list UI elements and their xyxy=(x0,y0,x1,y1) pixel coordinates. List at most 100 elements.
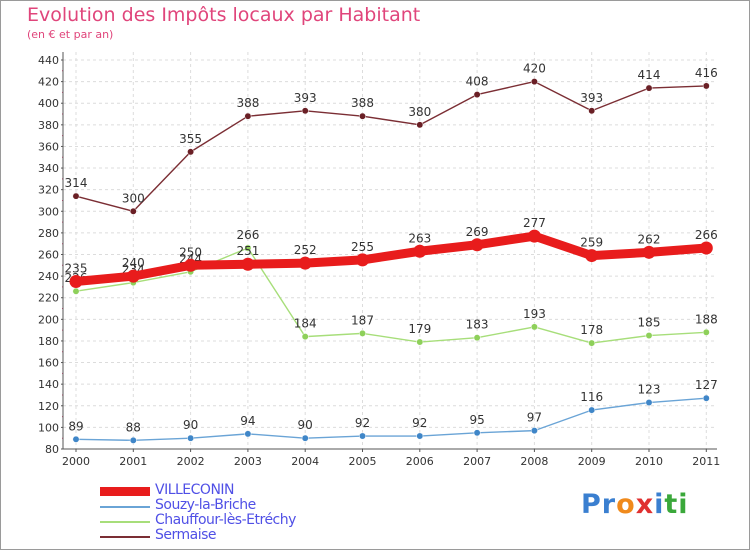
data-point xyxy=(126,269,140,283)
data-point xyxy=(69,275,83,289)
data-point xyxy=(416,432,424,440)
data-label: 416 xyxy=(695,66,718,80)
data-label: 380 xyxy=(408,105,431,119)
x-tick-label: 2003 xyxy=(234,455,262,468)
data-label: 355 xyxy=(179,132,202,146)
legend-swatch xyxy=(100,536,150,538)
data-label: 262 xyxy=(638,232,661,246)
series-villeconin: 235 240 250 251 252 255 263 269 277 259 262 266 xyxy=(65,216,718,289)
data-point xyxy=(645,332,653,339)
chart-subtitle: (en € et par an) xyxy=(27,28,114,41)
data-label: 408 xyxy=(466,75,489,89)
data-point xyxy=(585,249,599,263)
y-tick-label: 400 xyxy=(38,97,59,110)
legend-label: VILLECONIN xyxy=(155,482,235,498)
data-point xyxy=(702,82,710,90)
data-label: 127 xyxy=(695,378,718,392)
data-point xyxy=(527,229,541,243)
logo-letter: i xyxy=(654,489,665,520)
data-label: 89 xyxy=(68,419,83,433)
series-line-chauffour-l-s-etr-chy xyxy=(75,247,707,344)
logo-letter: x xyxy=(635,489,655,520)
data-label: 388 xyxy=(351,96,374,110)
y-tick-label: 260 xyxy=(38,249,59,262)
y-tick-label: 120 xyxy=(38,400,59,413)
data-point xyxy=(72,287,80,295)
series-line-villeconin xyxy=(71,231,711,287)
data-point xyxy=(702,328,710,336)
data-point xyxy=(244,430,252,438)
series-line-sermaise xyxy=(75,80,707,212)
series-souzy-la-briche: 89 88 90 94 90 92 92 95 97 116 123 127 xyxy=(68,378,718,444)
legend-swatch xyxy=(100,506,150,508)
data-point xyxy=(359,432,366,440)
y-tick-label: 280 xyxy=(38,227,59,240)
data-label: 179 xyxy=(408,322,431,336)
legend-label: Chauffour-lès-Etréchy xyxy=(155,512,296,528)
data-point xyxy=(244,244,252,252)
data-label: 88 xyxy=(126,420,141,434)
y-tick-label: 160 xyxy=(38,357,59,370)
data-label: 266 xyxy=(695,228,718,242)
legend-item: Sermaise xyxy=(100,527,360,544)
data-label: 90 xyxy=(183,418,198,432)
y-tick-label: 100 xyxy=(38,421,59,434)
data-point xyxy=(473,91,481,99)
data-label: 414 xyxy=(638,68,661,82)
x-tick-label: 2008 xyxy=(520,455,548,468)
x-tick-label: 2009 xyxy=(578,455,606,468)
x-tick-label: 2001 xyxy=(119,455,147,468)
y-tick-label: 320 xyxy=(38,184,59,197)
data-point xyxy=(530,427,538,435)
data-label: 266 xyxy=(236,228,259,242)
data-label: 92 xyxy=(355,416,370,430)
y-tick-label: 340 xyxy=(38,162,59,175)
data-label: 187 xyxy=(351,313,374,327)
data-point xyxy=(187,434,195,442)
data-point xyxy=(416,338,424,346)
data-label: 300 xyxy=(122,191,145,205)
data-label: 92 xyxy=(412,416,427,430)
y-tick-label: 180 xyxy=(38,335,59,348)
x-tick-label: 2007 xyxy=(463,455,491,468)
data-label: 263 xyxy=(408,231,431,245)
data-label: 240 xyxy=(122,256,145,270)
data-point xyxy=(588,107,596,115)
data-point xyxy=(588,406,596,414)
x-tick-label: 2006 xyxy=(406,455,434,468)
data-point xyxy=(470,238,484,252)
x-tick-label: 2010 xyxy=(635,455,663,468)
data-point xyxy=(301,434,309,442)
legend-item: Chauffour-lès-Etréchy xyxy=(100,512,360,529)
data-point xyxy=(187,148,195,156)
data-point xyxy=(298,256,312,270)
data-label: 314 xyxy=(65,176,88,190)
y-tick-label: 200 xyxy=(38,313,59,326)
data-label: 251 xyxy=(236,244,259,258)
logo-letter: P xyxy=(581,489,602,520)
data-point xyxy=(702,394,710,402)
y-tick-label: 220 xyxy=(38,292,59,305)
data-point xyxy=(473,429,481,437)
x-tick-label: 2002 xyxy=(177,455,205,468)
logo-letter: r xyxy=(601,489,617,520)
data-label: 193 xyxy=(523,307,546,321)
data-point xyxy=(416,121,424,129)
data-label: 259 xyxy=(580,236,603,250)
y-tick-label: 80 xyxy=(45,443,59,456)
proxiti-logo: Proxiti xyxy=(581,489,689,520)
data-point xyxy=(699,241,713,255)
data-point xyxy=(241,257,255,271)
data-point xyxy=(473,334,481,342)
data-point xyxy=(645,84,653,92)
data-point xyxy=(588,339,596,347)
x-tick-label: 2004 xyxy=(291,455,319,468)
data-point xyxy=(359,329,366,337)
data-label: 269 xyxy=(466,225,489,239)
legend-swatch xyxy=(100,487,150,496)
legend-swatch xyxy=(100,521,150,523)
x-tick-label: 2011 xyxy=(692,455,720,468)
legend-label: Sermaise xyxy=(155,527,217,543)
series-line-souzy-la-briche xyxy=(75,397,707,442)
